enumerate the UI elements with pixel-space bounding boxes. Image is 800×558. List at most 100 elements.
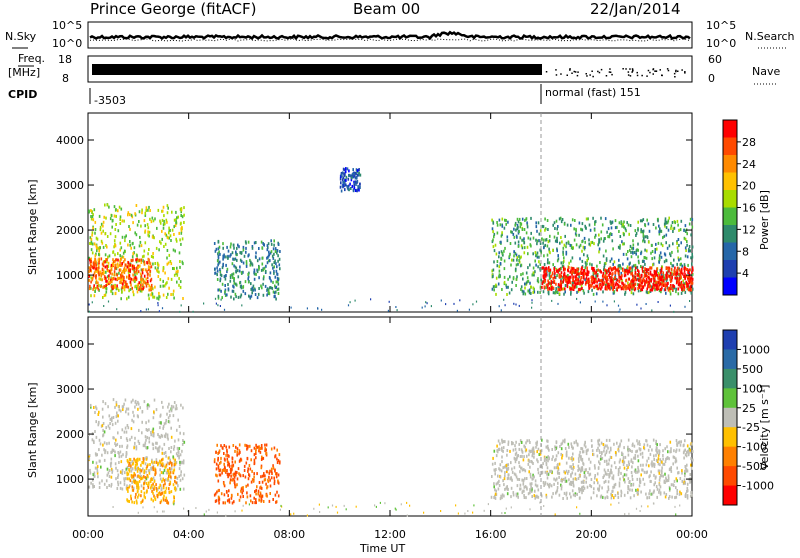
power-cell [635, 276, 637, 279]
power-cell [635, 267, 637, 270]
power-cell [581, 282, 583, 285]
power-cell [226, 293, 228, 296]
power-cell [520, 222, 522, 225]
nsky-series-line [90, 32, 690, 38]
power-cell [544, 263, 546, 266]
velocity-cell [98, 421, 100, 424]
power-cell [445, 303, 446, 305]
power-cell [510, 242, 512, 245]
power-cell [674, 277, 676, 280]
power-cell [650, 271, 652, 274]
velocity-cell [534, 494, 536, 497]
power-cell [689, 268, 691, 271]
power-cell [670, 227, 672, 230]
velocity-cell [233, 444, 235, 447]
velocity-cell [232, 457, 234, 460]
power-cell [584, 246, 586, 249]
power-cell [511, 288, 513, 291]
velocity-cell [149, 404, 151, 407]
velocity-cell [530, 450, 532, 453]
power-cell [644, 263, 646, 266]
power-cell [167, 249, 169, 252]
velocity-cell [593, 481, 595, 484]
power-cell [127, 213, 129, 216]
power-cell [586, 218, 588, 221]
velocity-cell [242, 474, 244, 477]
nave-point [684, 72, 686, 74]
velocity-cell [146, 482, 148, 485]
power-cell [680, 263, 682, 266]
power-cell [681, 265, 683, 268]
power-cell [245, 240, 247, 243]
velocity-cell [127, 424, 129, 427]
velocity-cell [168, 447, 170, 450]
power-cell [676, 281, 678, 284]
power-cell [516, 259, 518, 262]
velocity-cell [685, 495, 687, 498]
power-cell [692, 256, 694, 259]
power-cell [600, 237, 602, 240]
power-cell [570, 281, 572, 284]
power-cell [612, 288, 614, 291]
velocity-cell [618, 473, 620, 476]
power-cell [646, 288, 648, 291]
nave-point [654, 70, 656, 72]
power-cell [548, 269, 550, 272]
power-cell [261, 246, 263, 249]
velocity-cell [242, 486, 244, 489]
power-cell [651, 288, 653, 291]
velocity-cell [143, 444, 145, 447]
velocity-cell [689, 478, 691, 481]
power-cell [352, 185, 354, 188]
velocity-cell [684, 439, 686, 442]
power-cell [141, 259, 143, 262]
power-cell [263, 294, 265, 297]
velocity-cell [228, 461, 230, 464]
power-cell [536, 225, 538, 228]
power-cell [102, 296, 104, 299]
power-cell [557, 271, 559, 274]
velocity-cell [126, 431, 128, 434]
power-cell [389, 301, 390, 303]
power-cell [547, 254, 549, 257]
power-cell [634, 288, 636, 291]
power-cell [138, 220, 140, 223]
velocity-cell [492, 457, 494, 460]
velocity-cell [176, 404, 178, 407]
power-cell [504, 260, 506, 263]
velocity-cell [216, 444, 218, 447]
power-cell [594, 236, 596, 239]
power-cell [243, 285, 245, 288]
velocity-cell [136, 486, 138, 489]
velocity-cell [184, 474, 186, 477]
power-cell [101, 232, 103, 235]
power-cell [120, 242, 122, 245]
power-cell [110, 217, 112, 220]
velocity-cell [164, 466, 166, 469]
velocity-cell [513, 449, 515, 452]
power-cell [563, 247, 565, 250]
nave-point [629, 68, 631, 70]
velocity-cell [174, 445, 176, 448]
power-cell [552, 224, 554, 227]
power-cell [574, 281, 576, 284]
power-ylabel: Slant Range [km] [26, 179, 39, 275]
velocity-cell [498, 448, 500, 451]
power-cell [173, 225, 175, 228]
power-cell [558, 283, 560, 286]
power-cell [532, 274, 534, 277]
power-cell [174, 250, 176, 253]
velocity-cell [648, 464, 650, 467]
power-cell [98, 271, 100, 274]
power-cell [152, 256, 154, 259]
power-cell [106, 246, 108, 249]
velocity-cell [572, 468, 574, 471]
power-cell [144, 224, 146, 227]
power-cell [100, 285, 102, 288]
power-cell [553, 287, 555, 290]
velocity-cell [624, 494, 626, 497]
velocity-cell [670, 466, 672, 469]
power-cell [665, 278, 667, 281]
power-cell [217, 304, 218, 306]
power-cell [106, 267, 108, 270]
